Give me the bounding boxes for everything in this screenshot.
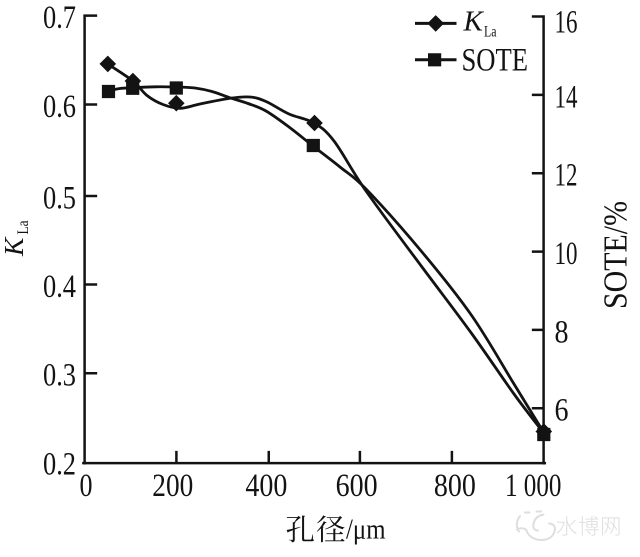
- svg-text:8: 8: [555, 314, 569, 350]
- svg-text:SOTE/%: SOTE/%: [598, 201, 635, 309]
- svg-text:La: La: [484, 23, 497, 40]
- svg-text:6: 6: [555, 393, 569, 429]
- svg-text:K: K: [0, 236, 29, 257]
- svg-text:1 000: 1 000: [505, 468, 562, 504]
- svg-text:14: 14: [555, 79, 578, 115]
- svg-text:0.2: 0.2: [43, 446, 76, 482]
- svg-text:0.3: 0.3: [43, 358, 76, 394]
- svg-text:SOTE: SOTE: [462, 43, 529, 79]
- svg-text:La: La: [15, 221, 32, 235]
- svg-text:0.7: 0.7: [43, 0, 76, 36]
- svg-text:800: 800: [434, 468, 476, 504]
- svg-text:16: 16: [555, 4, 578, 40]
- svg-text:0.6: 0.6: [43, 89, 76, 125]
- svg-text:12: 12: [555, 158, 578, 194]
- svg-text:600: 600: [336, 468, 378, 504]
- svg-text:0.4: 0.4: [43, 269, 76, 305]
- svg-text:K: K: [463, 6, 485, 38]
- svg-text:200: 200: [152, 468, 193, 504]
- svg-text:0: 0: [80, 468, 93, 504]
- svg-text:10: 10: [555, 236, 578, 272]
- svg-text:400: 400: [245, 468, 287, 504]
- svg-text:0.5: 0.5: [43, 180, 76, 216]
- svg-text:/μm: /μm: [346, 514, 386, 546]
